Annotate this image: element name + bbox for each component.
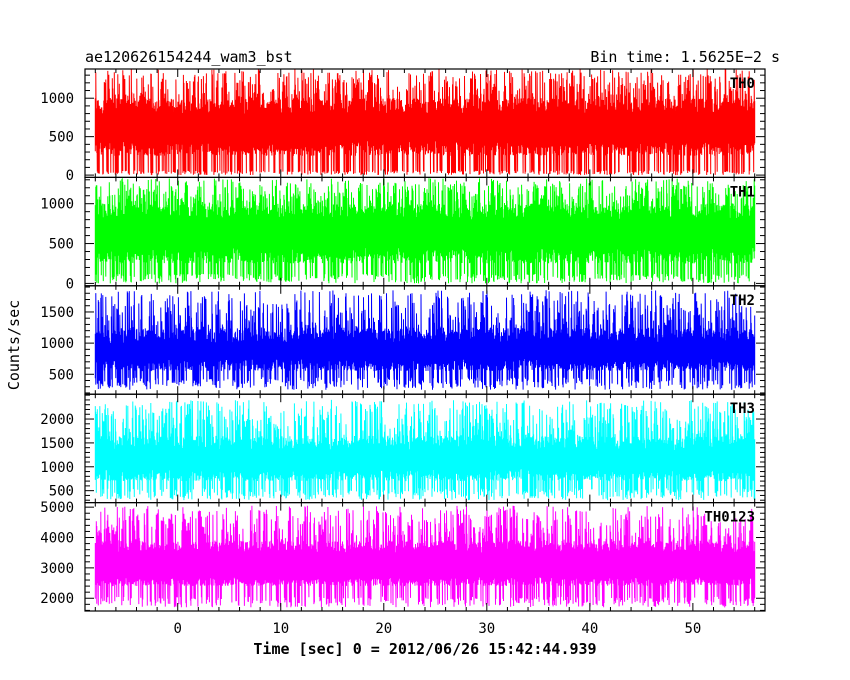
panel-th1: 0 500 1000 TH1 — [40, 176, 766, 292]
y-tick-label: 2000 — [40, 591, 74, 607]
series-th0 — [94, 69, 756, 176]
y-tick-label: 500 — [49, 484, 74, 500]
y-axis-label: Counts/sec — [5, 300, 23, 390]
panel-th3: 500 1000 1500 2000 TH3 — [40, 393, 766, 504]
panel-label-th2: TH2 — [730, 293, 755, 309]
y-tick-label: 5000 — [40, 500, 74, 516]
y-tick-label: 1500 — [40, 305, 74, 321]
y-tick-label: 1500 — [40, 436, 74, 452]
series-th3 — [94, 399, 756, 501]
panel-label-th1: TH1 — [730, 184, 755, 200]
x-tick-label: 40 — [581, 621, 598, 637]
y-tick-label: 0 — [66, 276, 74, 292]
y-tick-label: 500 — [49, 130, 74, 146]
panel-label-th0: TH0 — [730, 76, 755, 92]
bin-time-label: Bin time: 1.5625E−2 s — [590, 48, 780, 66]
x-axis-label: Time [sec] 0 = 2012/06/26 15:42:44.939 — [253, 640, 596, 658]
series-th1 — [94, 178, 756, 284]
x-tick-label: 20 — [375, 621, 392, 637]
y-tick-label: 1000 — [40, 197, 74, 213]
panel-label-th3: TH3 — [730, 401, 755, 417]
x-tick-label: 30 — [478, 621, 495, 637]
x-tick-label: 0 — [174, 621, 182, 637]
y-tick-label: 0 — [66, 168, 74, 184]
x-tick-label: 50 — [684, 621, 701, 637]
y-tick-label: 500 — [49, 367, 74, 383]
y-tick-label: 500 — [49, 237, 74, 253]
series-th2 — [94, 290, 756, 390]
y-tick-label: 1000 — [40, 91, 74, 107]
x-tick-label: 10 — [272, 621, 289, 637]
panels-group: 05001000TH005001000TH150010001500TH25001… — [40, 68, 766, 637]
series-th0123 — [94, 505, 756, 608]
y-tick-label: 2000 — [40, 412, 74, 428]
chart-title: ae120626154244_wam3_bst — [85, 48, 293, 66]
panel-th0: 0 500 1000 TH0 — [40, 68, 766, 184]
panel-th0123: 2000 3000 4000 5000 TH0123 — [40, 500, 766, 612]
y-tick-label: 3000 — [40, 561, 74, 577]
y-tick-label: 1000 — [40, 460, 74, 476]
y-tick-label: 1000 — [40, 336, 74, 352]
panel-th2: 500 1000 1500 TH2 — [40, 285, 766, 395]
panel-label-th0123: TH0123 — [704, 510, 755, 526]
y-tick-label: 4000 — [40, 531, 74, 547]
